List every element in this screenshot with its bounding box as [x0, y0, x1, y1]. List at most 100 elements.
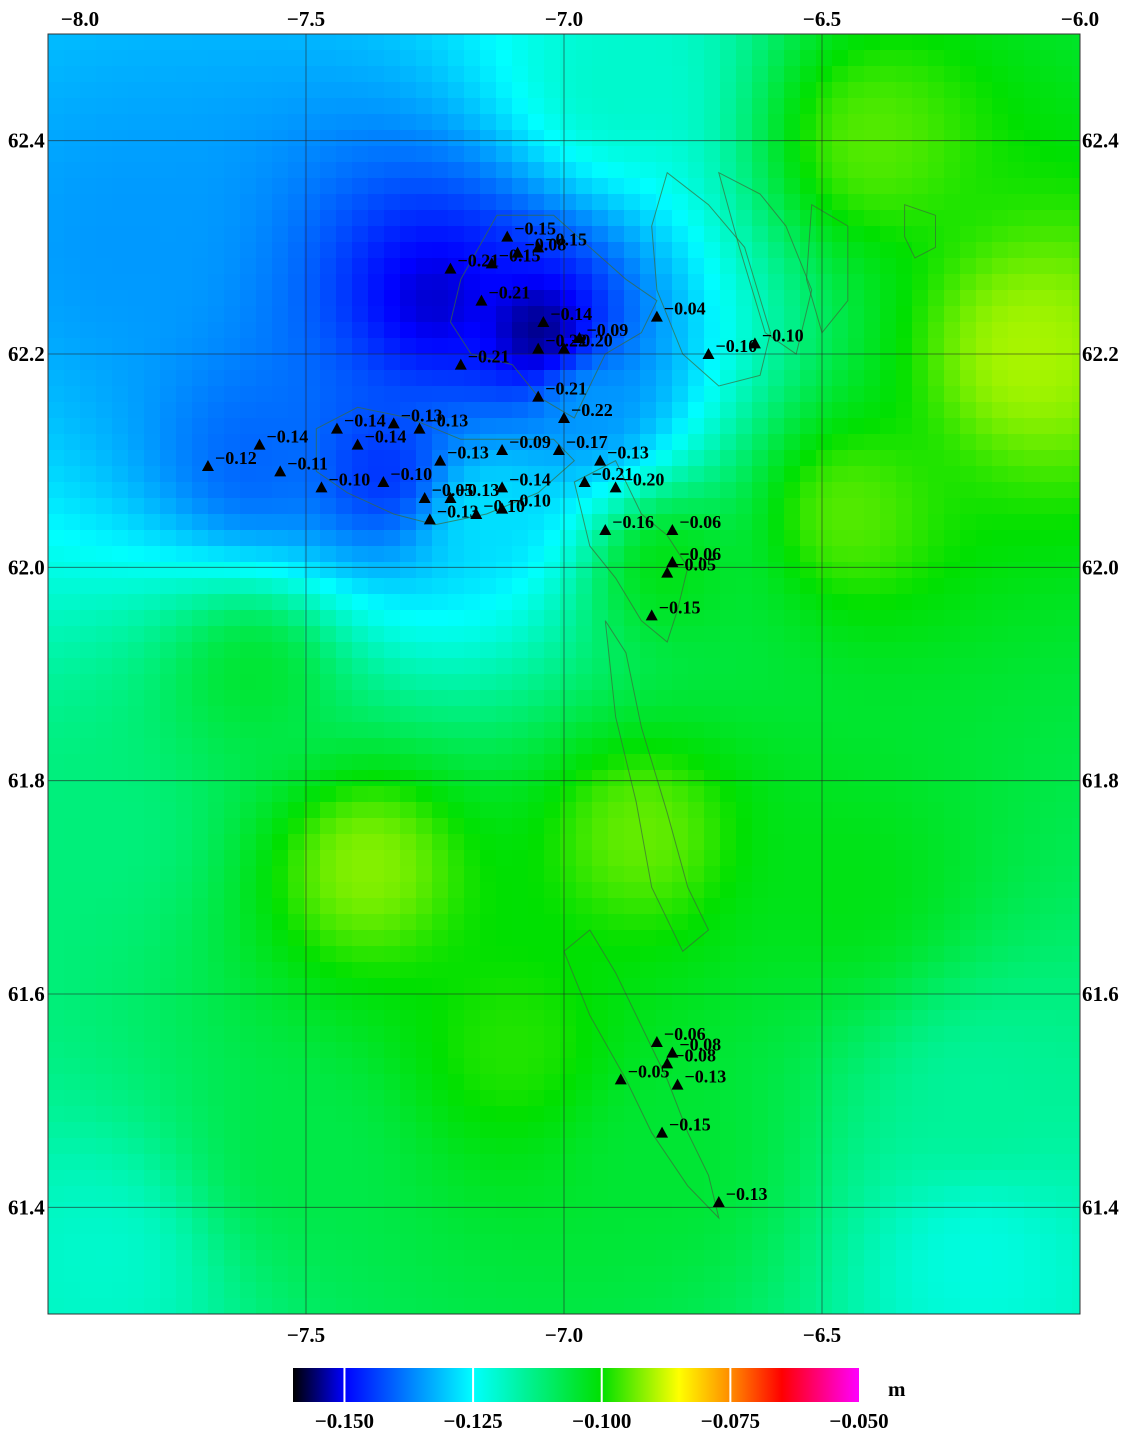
lon-tick-labels-bottom: −7.5 −7.0 −6.5 — [287, 1323, 841, 1347]
lon-tick-label-bottom: −6.5 — [803, 1323, 841, 1347]
station-value-label: −0.13 — [607, 443, 649, 463]
station-triangle-icon — [330, 422, 343, 434]
station: −0.14 — [496, 469, 551, 493]
station-triangle-icon — [475, 294, 488, 306]
lat-tick-label-right: 62.2 — [1082, 342, 1119, 366]
station: −0.12 — [201, 448, 257, 471]
lat-tick-label-left: 61.8 — [8, 769, 45, 793]
station: −0.13 — [413, 411, 468, 434]
station-value-label: −0.05 — [674, 555, 716, 575]
lon-tick-label-bottom: −7.5 — [287, 1323, 325, 1347]
station-value-label: −0.14 — [365, 427, 407, 447]
lat-tick-labels-right: 62.4 62.2 62.0 61.8 61.6 61.4 — [1082, 129, 1119, 1220]
station: −0.21 — [475, 283, 530, 306]
station: −0.13 — [671, 1067, 726, 1090]
station-triangle-icon — [594, 454, 607, 466]
colorbar-tick-label: −0.050 — [829, 1409, 888, 1433]
lat-tick-label-right: 61.4 — [1082, 1195, 1119, 1219]
station: −0.08 — [511, 235, 567, 258]
lat-tick-labels-left: 62.4 62.2 62.0 61.8 61.6 61.4 — [8, 129, 45, 1220]
station-value-label: −0.06 — [679, 544, 721, 564]
station: −0.09 — [496, 432, 551, 455]
station: −0.17 — [552, 432, 608, 455]
station-value-label: −0.14 — [344, 411, 386, 431]
station-value-label: −0.20 — [623, 469, 665, 489]
lon-tick-label-top: −7.0 — [545, 7, 583, 31]
station-triangle-icon — [532, 342, 545, 354]
colorbar-tick-label: −0.125 — [443, 1409, 502, 1433]
station: −0.10 — [702, 336, 757, 359]
graticule — [48, 34, 1080, 1314]
station-triangle-icon — [351, 438, 364, 450]
colorbar-tick-label: −0.150 — [315, 1409, 374, 1433]
lat-tick-label-left: 61.6 — [8, 982, 45, 1006]
station-triangle-icon — [485, 257, 498, 269]
station-triangle-icon — [609, 481, 622, 493]
station: −0.10 — [496, 491, 551, 514]
lon-tick-label-top: −6.0 — [1061, 7, 1099, 31]
station-value-label: −0.15 — [545, 229, 587, 249]
station-triangle-icon — [470, 508, 483, 519]
station-triangle-icon — [558, 342, 570, 354]
station: −0.16 — [599, 512, 654, 535]
station-triangle-icon — [496, 502, 509, 514]
station-value-label: −0.14 — [550, 304, 592, 324]
lat-tick-label-right: 61.6 — [1082, 982, 1119, 1006]
station-triangle-icon — [532, 241, 545, 253]
station-value-label: −0.15 — [499, 245, 541, 265]
coastline — [904, 203, 936, 259]
station: −0.11 — [274, 453, 328, 477]
station: −0.15 — [656, 1115, 711, 1138]
station-value-label: −0.06 — [679, 512, 721, 532]
station-triangle-icon — [650, 310, 663, 322]
station-triangle-icon — [702, 348, 715, 359]
coastline-layer — [315, 171, 936, 1220]
coastline — [651, 171, 771, 387]
station: −0.06 — [666, 512, 721, 535]
station-value-label: −0.04 — [664, 299, 706, 319]
lon-tick-label-top: −7.5 — [287, 7, 325, 31]
station-triangle-icon — [666, 524, 679, 535]
station: −0.13 — [387, 405, 442, 429]
lat-tick-label-left: 62.4 — [8, 129, 45, 153]
station: −0.22 — [532, 331, 587, 354]
station-triangle-icon — [423, 513, 436, 525]
lat-tick-label-right: 62.0 — [1082, 555, 1119, 579]
station-triangle-icon — [201, 460, 214, 471]
coastline — [604, 620, 710, 953]
station: −0.04 — [650, 299, 706, 322]
station: −0.13 — [434, 443, 489, 466]
station-value-label: −0.21 — [488, 283, 530, 303]
station-value-label: −0.11 — [287, 453, 328, 473]
station: −0.08 — [661, 1045, 716, 1069]
station-value-label: −0.08 — [525, 235, 567, 255]
station-value-label: −0.06 — [664, 1024, 706, 1044]
station: −0.14 — [537, 304, 592, 327]
station: −0.15 — [645, 597, 700, 621]
station-triangle-icon — [387, 417, 400, 429]
station-triangle-icon — [661, 1057, 674, 1069]
station-markers: −0.15−0.15−0.08−0.21 −0.15−0.21−0.14 −0.04… — [201, 219, 804, 1207]
station: −0.05 — [418, 480, 474, 503]
station: −0.13 — [423, 501, 479, 525]
station: −0.14 — [253, 427, 308, 450]
station: −0.15 — [532, 229, 587, 253]
station: −0.13 — [594, 443, 649, 466]
station-triangle-icon — [496, 444, 509, 455]
station-triangle-icon — [666, 1046, 679, 1058]
station-triangle-icon — [418, 492, 431, 503]
station: −0.21 — [532, 379, 587, 402]
station-triangle-icon — [578, 476, 591, 487]
station-triangle-icon — [501, 230, 514, 242]
station-value-label: −0.10 — [328, 469, 370, 489]
station-triangle-icon — [573, 332, 586, 343]
lat-tick-label-right: 62.4 — [1082, 129, 1119, 153]
map-frame — [47, 33, 1081, 1315]
station: −0.05 — [614, 1061, 670, 1085]
colorbar-gradient — [293, 1368, 859, 1402]
station: −0.13 — [712, 1184, 768, 1207]
station-value-label: −0.05 — [432, 480, 474, 500]
station: −0.09 — [573, 320, 628, 343]
station-triangle-icon — [413, 422, 426, 434]
